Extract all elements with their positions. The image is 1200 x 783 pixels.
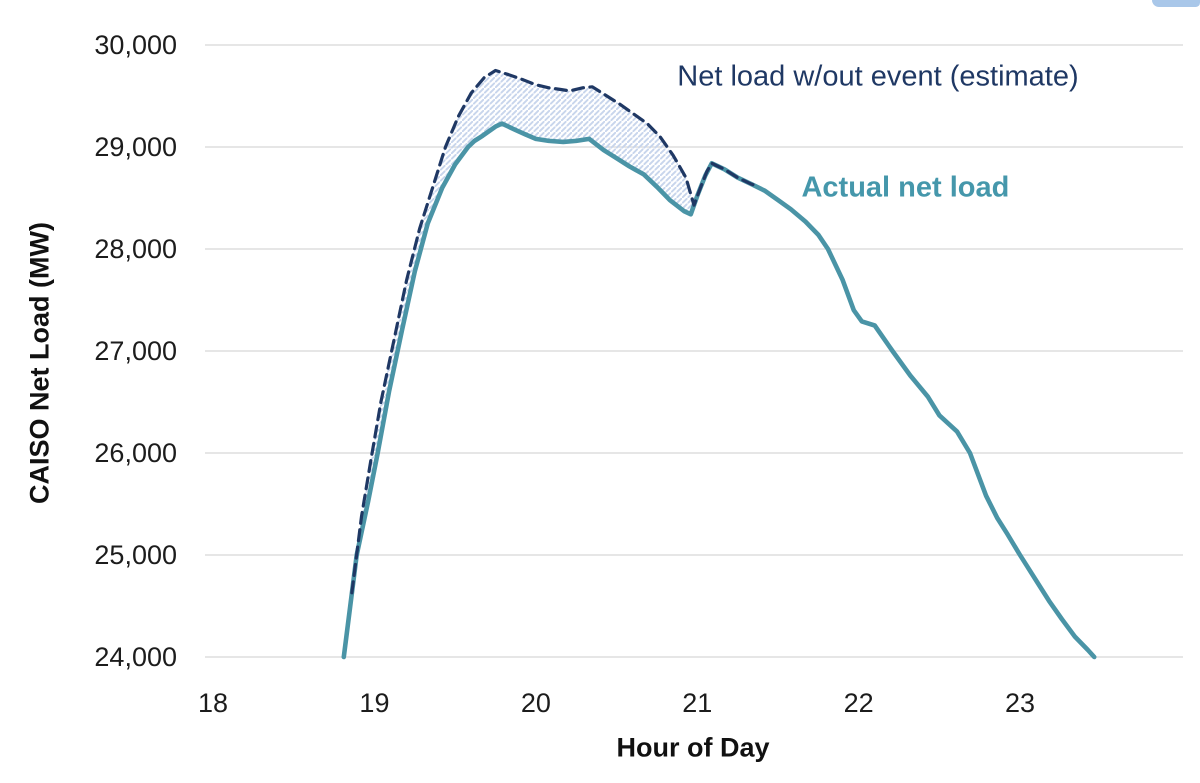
x-axis-title: Hour of Day [616, 732, 770, 763]
series-line-estimate [350, 68, 761, 595]
x-tick-label: 20 [521, 688, 551, 718]
y-tick-label: 27,000 [94, 336, 177, 366]
y-axis-title: CAISO Net Load (MW) [24, 222, 55, 504]
window-corner-artifact [1152, 0, 1200, 7]
x-tick-label: 18 [198, 688, 228, 718]
x-tick-label: 23 [1005, 688, 1035, 718]
x-tick-label: 22 [844, 688, 874, 718]
label-net-load-without-event: Net load w/out event (estimate) [677, 60, 1079, 93]
data-series [341, 68, 1097, 660]
y-tick-label: 25,000 [94, 540, 177, 570]
y-tick-label: 28,000 [94, 234, 177, 264]
gridlines [205, 44, 1183, 658]
x-tick-label: 21 [682, 688, 712, 718]
label-actual-net-load: Actual net load [801, 171, 1010, 204]
y-tick-label: 29,000 [94, 132, 177, 162]
y-tick-label: 30,000 [94, 30, 177, 60]
y-tick-label: 24,000 [94, 642, 177, 672]
x-tick-label: 19 [359, 688, 389, 718]
axis-tick-labels: 24,000 25,000 26,000 27,000 28,000 29,000 30,0… [94, 30, 1035, 718]
y-tick-label: 26,000 [94, 438, 177, 468]
